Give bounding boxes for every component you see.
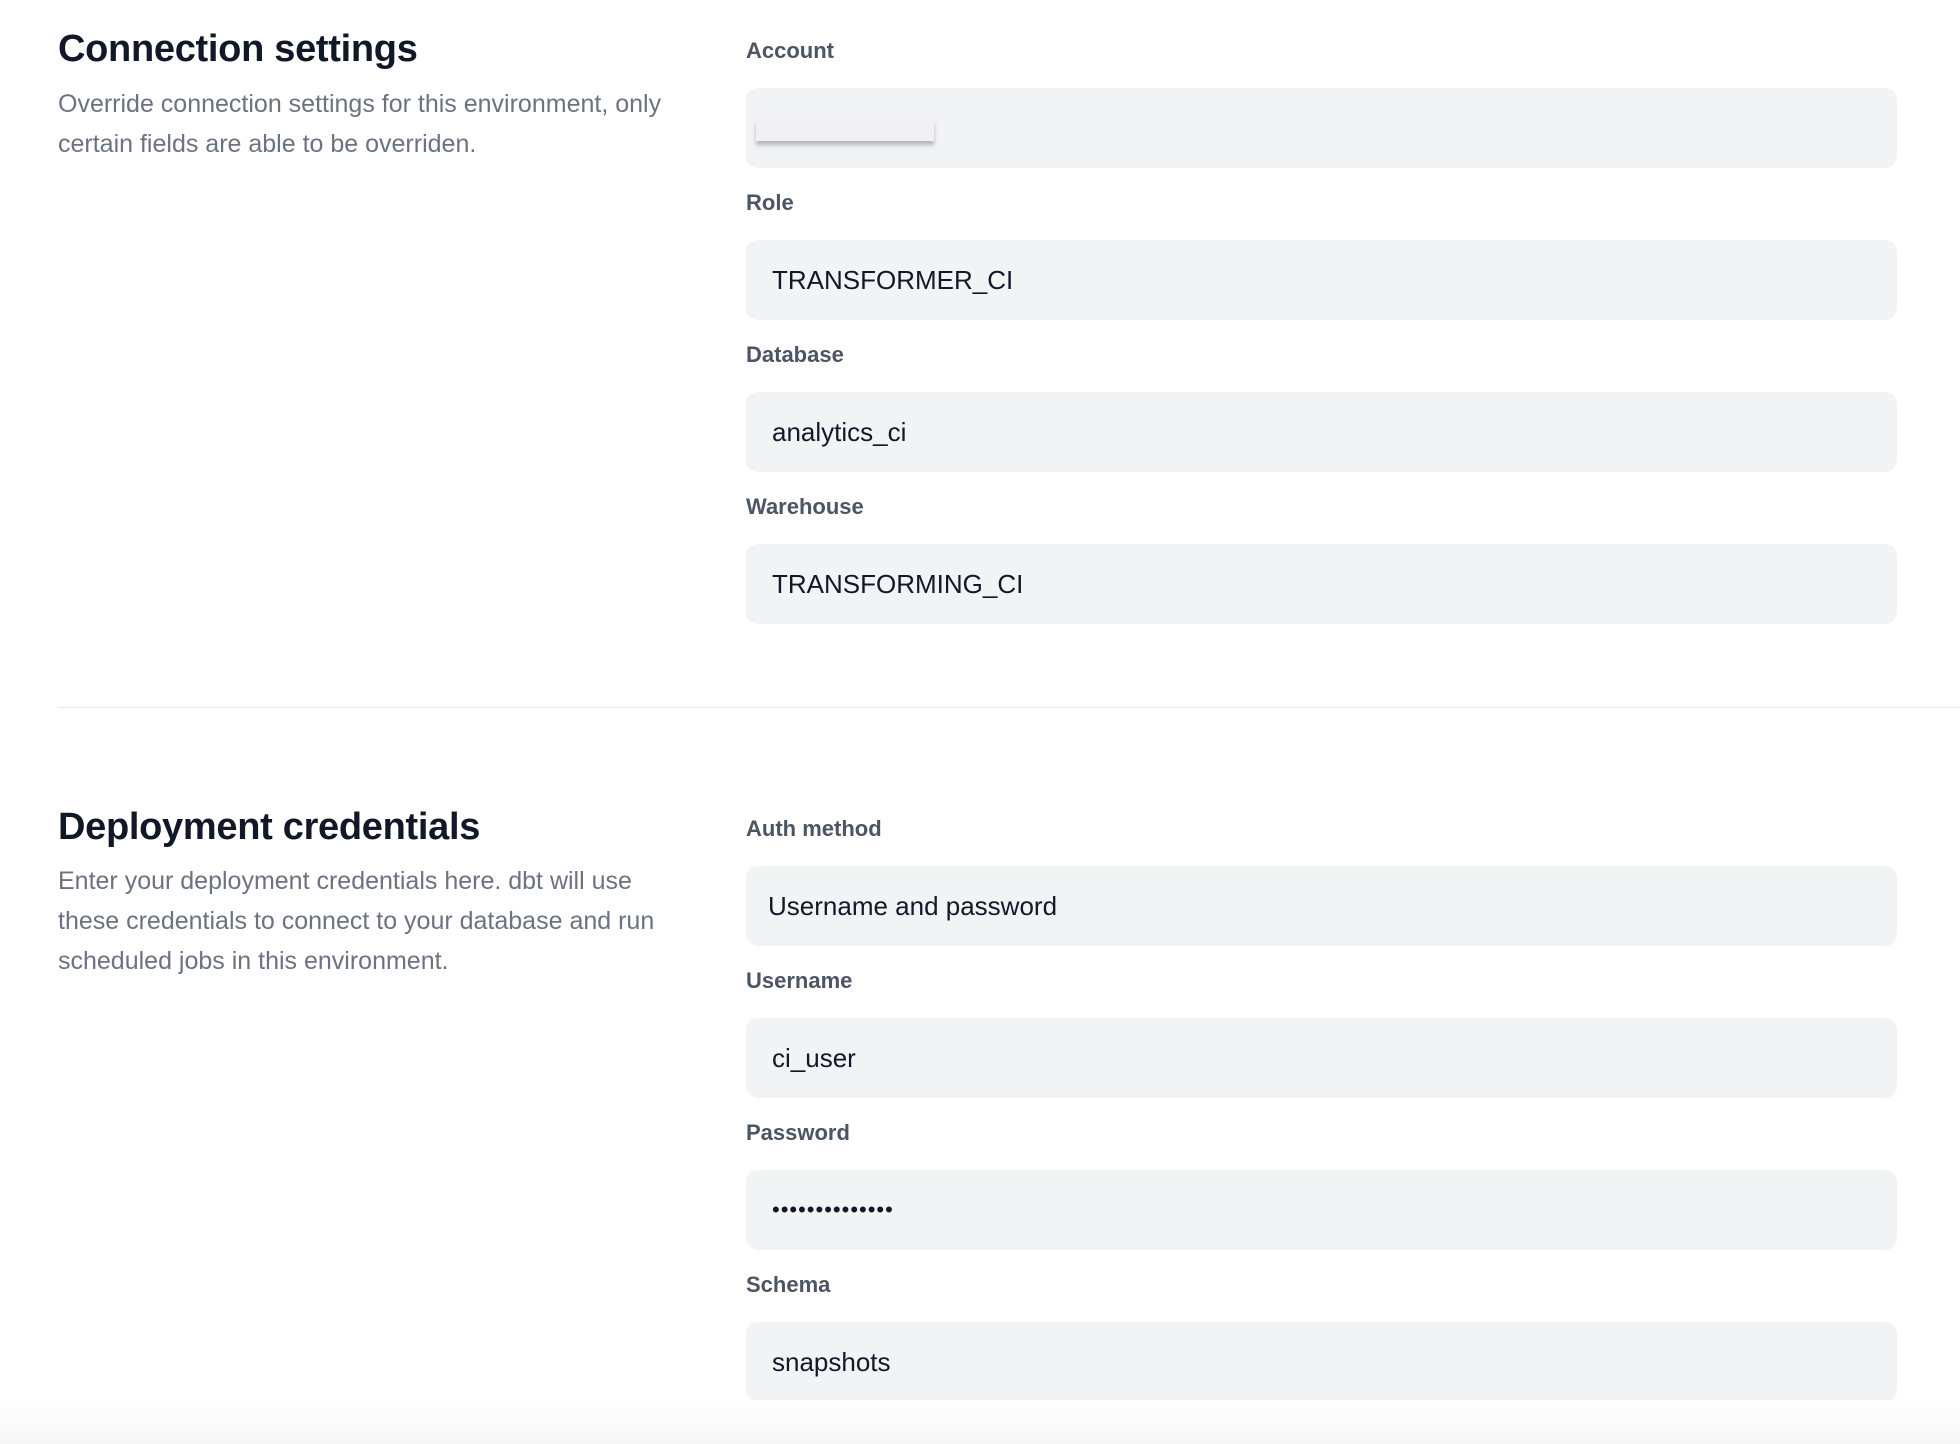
account-field: Account: [746, 38, 1897, 168]
database-input[interactable]: analytics_ci: [746, 392, 1897, 472]
role-field: Role TRANSFORMER_CI: [746, 190, 1897, 320]
warehouse-field: Warehouse TRANSFORMING_CI: [746, 494, 1897, 624]
username-label: Username: [746, 968, 853, 993]
username-field: Username ci_user: [746, 968, 1897, 1098]
database-label: Database: [746, 342, 844, 367]
deployment-credentials-title: Deployment credentials: [58, 806, 481, 848]
database-field: Database analytics_ci: [746, 342, 1897, 472]
schema-field: Schema snapshots: [746, 1272, 1897, 1402]
footer-fade: [0, 1400, 1960, 1444]
password-field: Password ••••••••••••••: [746, 1120, 1897, 1250]
deployment-credentials-description: Enter your deployment credentials here. …: [58, 867, 655, 975]
auth-method-select[interactable]: Username and password: [746, 866, 1897, 946]
auth-method-label: Auth method: [746, 816, 882, 841]
account-input[interactable]: [746, 88, 1897, 168]
warehouse-label: Warehouse: [746, 494, 864, 519]
auth-method-field: Auth method Username and password: [746, 816, 1897, 946]
password-label: Password: [746, 1120, 850, 1145]
username-input[interactable]: ci_user: [746, 1018, 1897, 1098]
redacted-account-value: [756, 119, 934, 141]
warehouse-input[interactable]: TRANSFORMING_CI: [746, 544, 1897, 624]
connection-settings-title: Connection settings: [58, 28, 418, 70]
password-input[interactable]: ••••••••••••••: [746, 1170, 1897, 1250]
section-divider: [58, 707, 1960, 708]
connection-settings-description: Override connection settings for this en…: [58, 90, 662, 158]
role-label: Role: [746, 190, 794, 215]
account-label: Account: [746, 38, 834, 63]
role-input[interactable]: TRANSFORMER_CI: [746, 240, 1897, 320]
schema-label: Schema: [746, 1272, 831, 1297]
schema-input[interactable]: snapshots: [746, 1322, 1897, 1402]
